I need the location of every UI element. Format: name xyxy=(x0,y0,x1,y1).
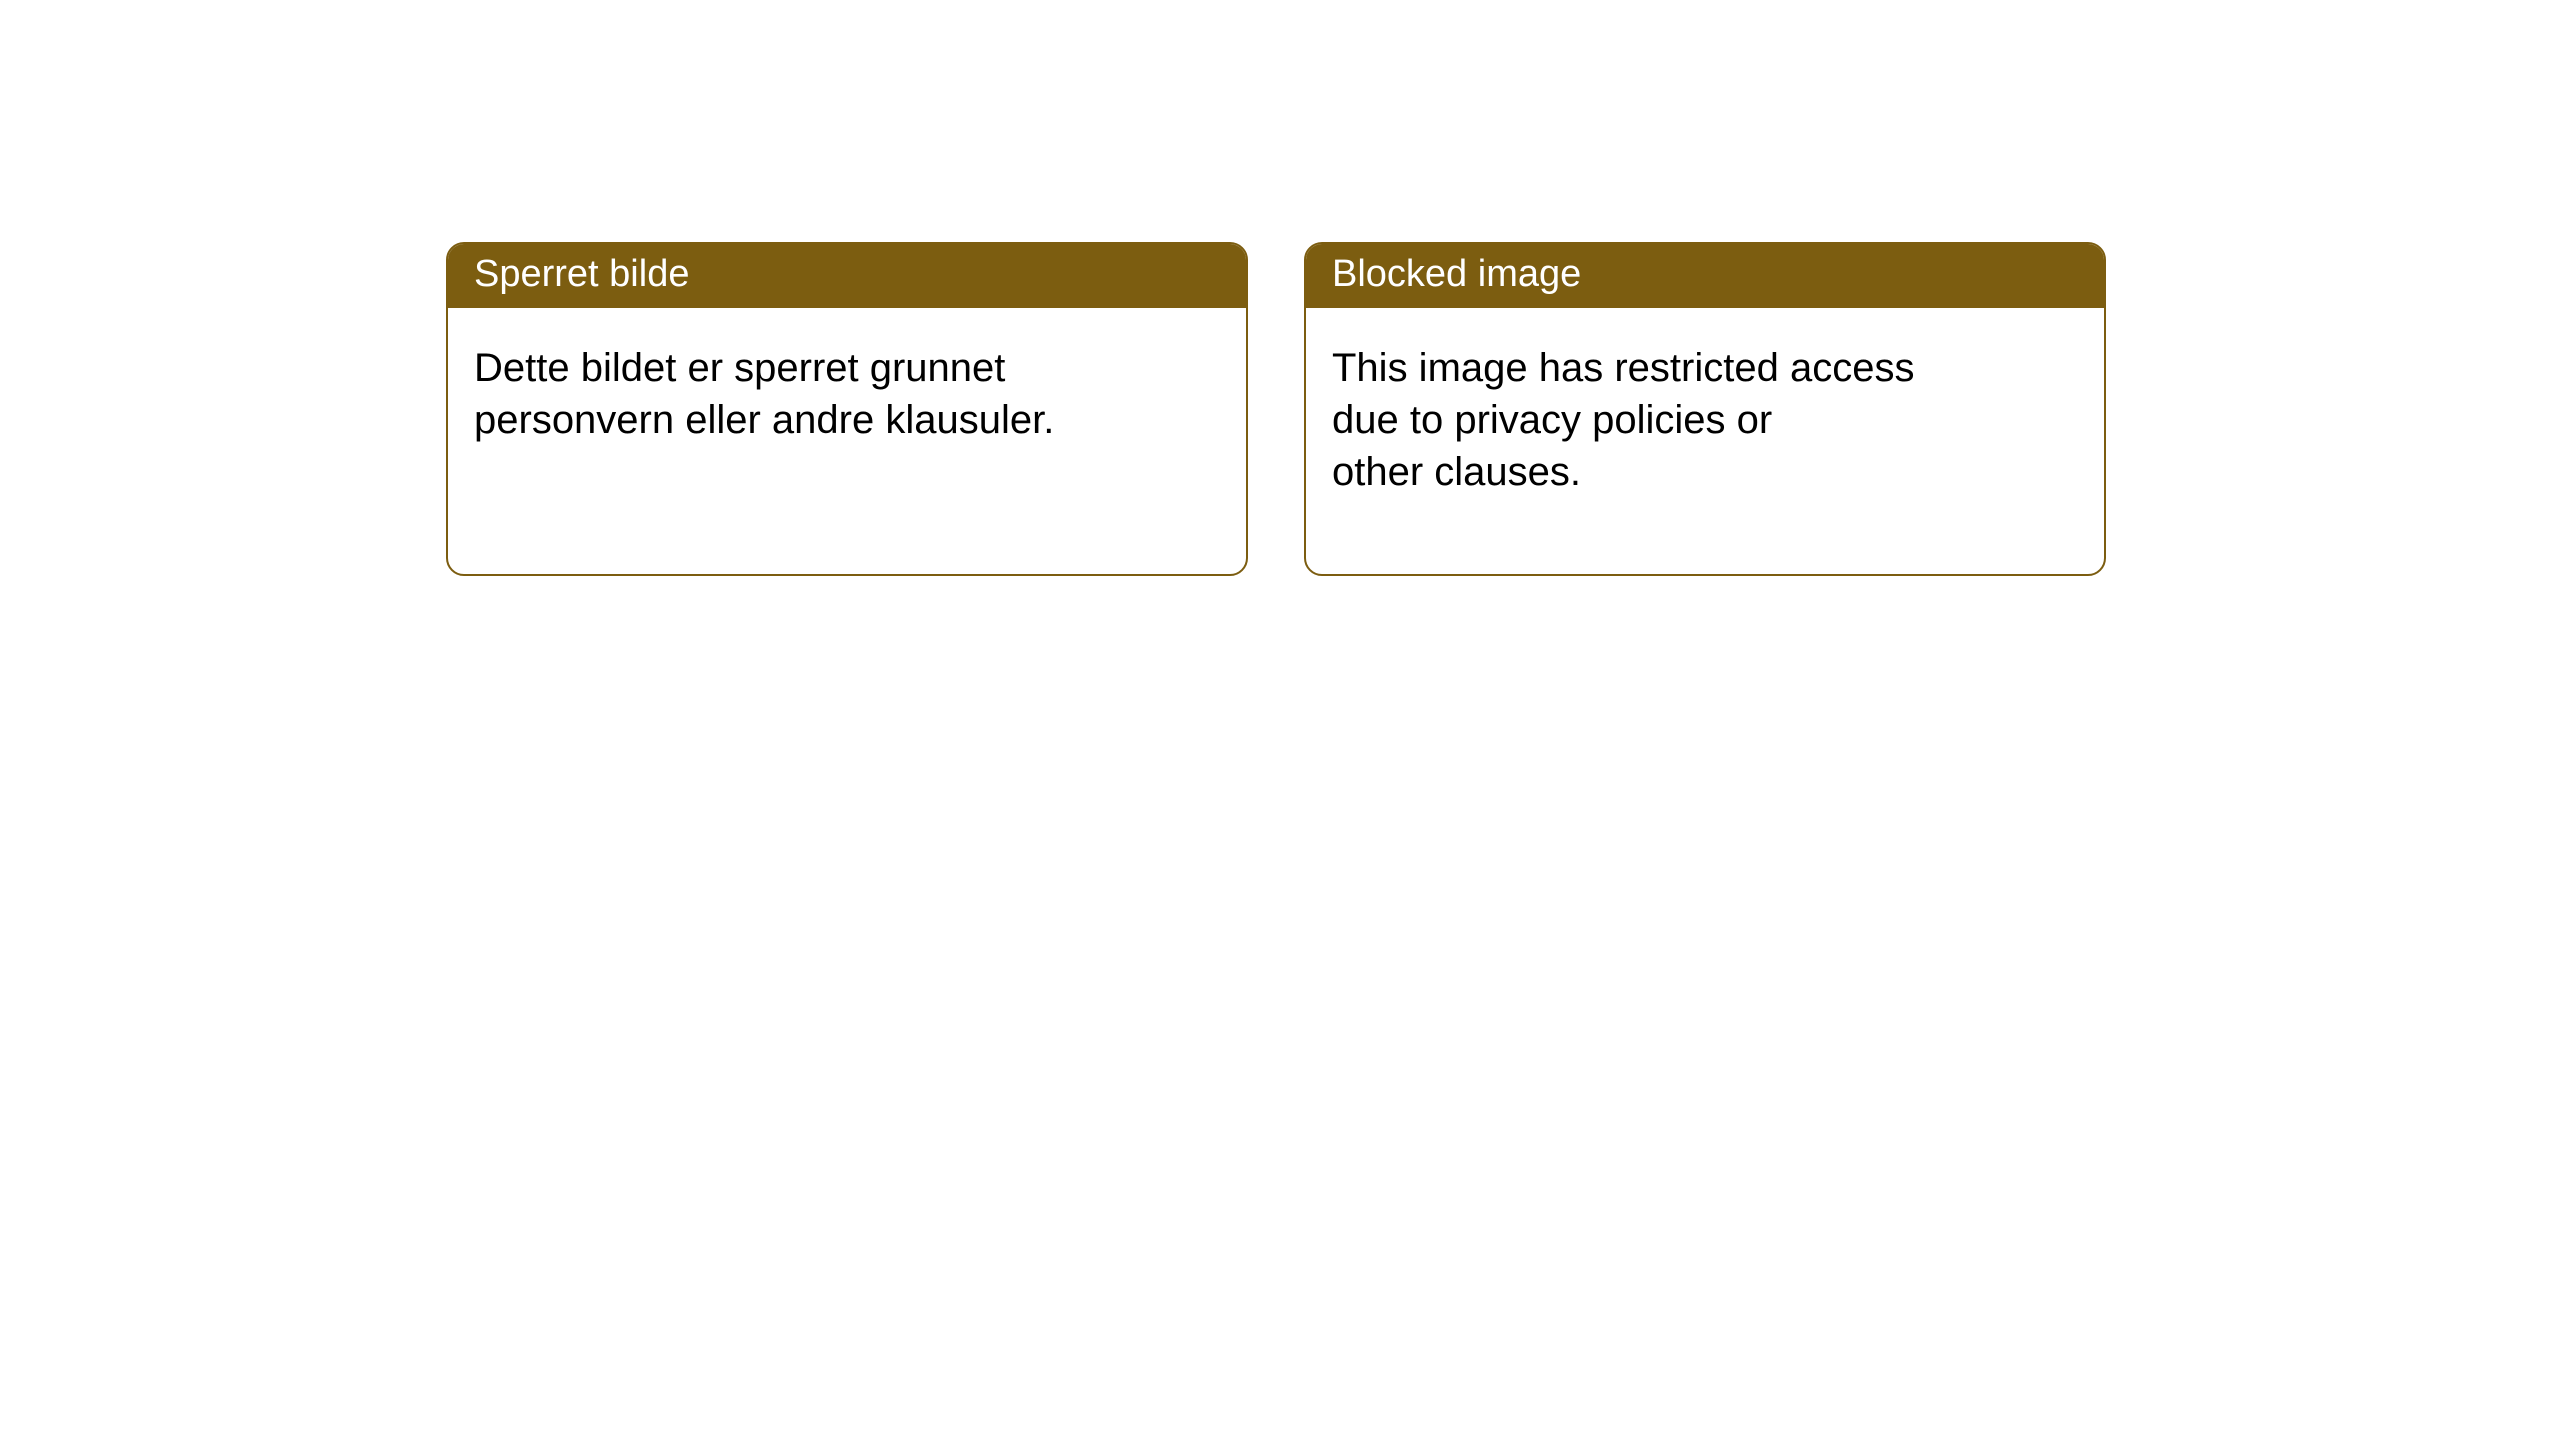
notice-card-norwegian: Sperret bilde Dette bildet er sperret gr… xyxy=(446,242,1248,576)
notice-container: Sperret bilde Dette bildet er sperret gr… xyxy=(0,0,2560,576)
notice-card-english: Blocked image This image has restricted … xyxy=(1304,242,2106,576)
notice-header: Blocked image xyxy=(1306,244,2104,308)
notice-header: Sperret bilde xyxy=(448,244,1246,308)
notice-body: This image has restricted access due to … xyxy=(1306,308,2006,524)
notice-body: Dette bildet er sperret grunnet personve… xyxy=(448,308,1148,472)
